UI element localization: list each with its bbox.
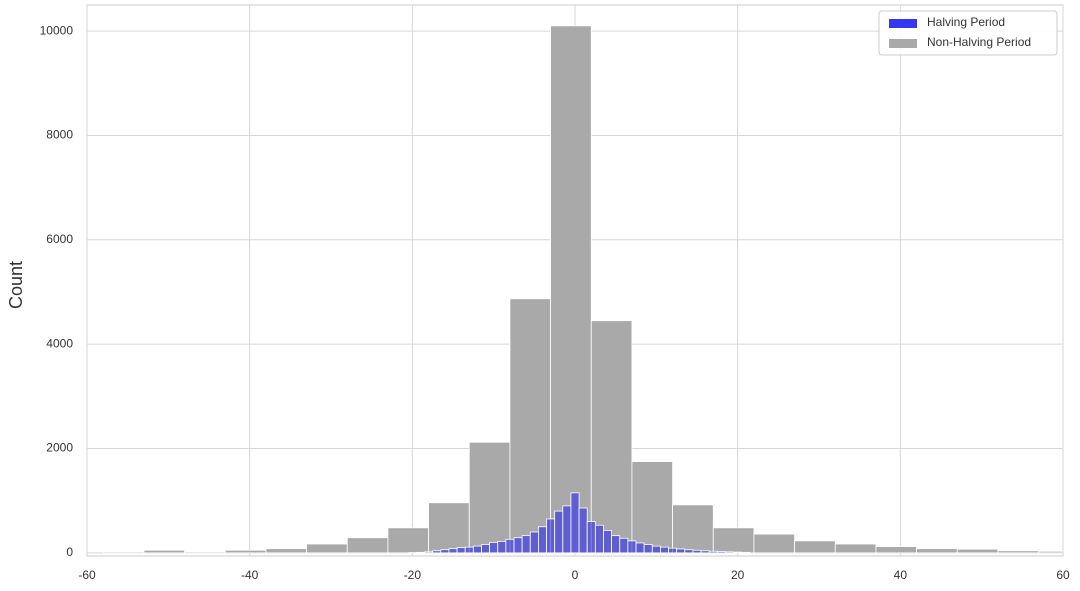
x-tick-label: -20 [404, 568, 422, 582]
bar [632, 462, 673, 553]
bar [742, 552, 750, 553]
bar [754, 534, 795, 553]
bar [551, 26, 592, 553]
bar [579, 508, 587, 553]
bar [425, 552, 433, 553]
bar [388, 528, 429, 553]
bar [628, 541, 636, 553]
bar [660, 547, 668, 553]
bar [795, 541, 836, 553]
bar [957, 549, 998, 553]
legend-label: Non-Halving Period [927, 35, 1031, 49]
bar [547, 519, 555, 553]
x-tick-label: 60 [1056, 568, 1070, 582]
x-tick-label: -40 [241, 568, 259, 582]
bar [835, 544, 876, 553]
bar [685, 550, 693, 553]
legend-swatch [889, 39, 917, 48]
bar [514, 538, 522, 553]
bar [555, 511, 563, 553]
y-tick-label: 6000 [46, 232, 73, 246]
legend-label: Halving Period [927, 15, 1005, 29]
bar [473, 546, 481, 553]
bar [709, 551, 717, 553]
bar [416, 552, 424, 553]
bar [481, 545, 489, 553]
bar [701, 551, 709, 553]
bar [612, 536, 620, 553]
y-tick-label: 8000 [46, 128, 73, 142]
bar [652, 546, 660, 553]
bar [673, 505, 714, 553]
x-tick-label: 40 [894, 568, 908, 582]
bar [603, 530, 611, 552]
bar [571, 493, 579, 553]
bar [620, 538, 628, 553]
bar [693, 550, 701, 553]
bar [636, 543, 644, 553]
bar [530, 532, 538, 553]
bar [266, 549, 307, 553]
bar [465, 547, 473, 553]
bar [522, 536, 530, 553]
bar [595, 525, 603, 553]
bar [103, 552, 144, 553]
bar [347, 538, 388, 553]
bar [498, 541, 506, 552]
bar [433, 551, 441, 553]
bar [490, 542, 498, 552]
bar [538, 527, 546, 553]
bar [510, 299, 551, 553]
legend-swatch [889, 19, 917, 28]
bar [429, 503, 470, 553]
bar [441, 550, 449, 553]
y-tick-label: 4000 [46, 336, 73, 350]
x-tick-label: -60 [78, 568, 96, 582]
y-tick-label: 10000 [40, 23, 74, 37]
bar [725, 552, 733, 553]
bar [1039, 551, 1080, 553]
bar [185, 552, 226, 553]
bar [469, 442, 510, 553]
y-tick-label: 2000 [46, 441, 73, 455]
bar [225, 550, 266, 553]
bar [307, 544, 348, 553]
bar [917, 549, 958, 553]
x-tick-label: 20 [731, 568, 745, 582]
bar [717, 552, 725, 553]
x-tick-label: 0 [572, 568, 579, 582]
bar [734, 552, 742, 553]
bar [449, 549, 457, 553]
bar [563, 506, 571, 553]
bar [644, 545, 652, 553]
bar [591, 321, 632, 553]
bar [587, 522, 595, 553]
y-axis-label: Count [6, 261, 26, 309]
bar [457, 548, 465, 553]
bar [669, 548, 677, 553]
y-tick-label: 0 [66, 545, 73, 559]
bar [144, 550, 185, 553]
bar [876, 547, 917, 553]
bar [998, 551, 1039, 553]
bar [506, 539, 514, 553]
bar [677, 549, 685, 553]
bar [713, 528, 754, 553]
